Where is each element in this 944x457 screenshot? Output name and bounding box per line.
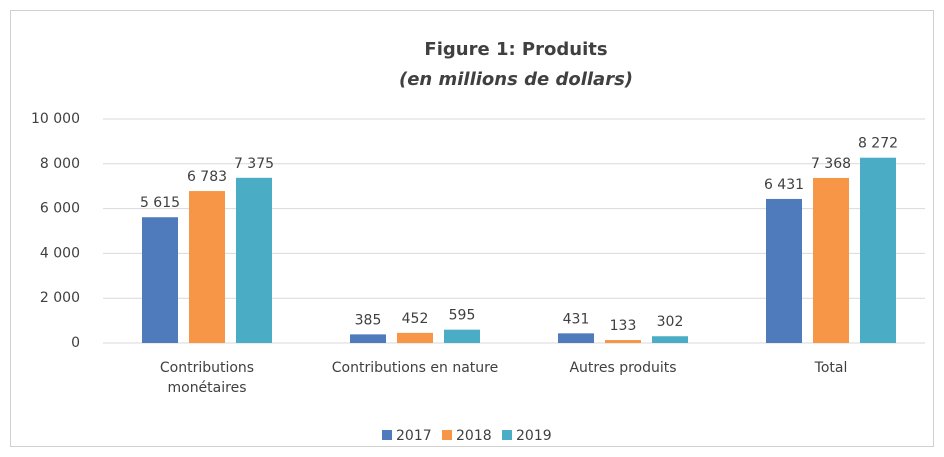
x-tick-label: Total bbox=[814, 360, 848, 376]
data-label: 7 375 bbox=[234, 156, 274, 172]
data-label: 133 bbox=[610, 318, 637, 334]
x-tick-label: Contributions monétaires bbox=[159, 360, 255, 396]
data-label: 302 bbox=[657, 314, 684, 330]
y-tick-label: 2 000 bbox=[40, 290, 80, 306]
bar bbox=[142, 217, 178, 343]
legend-label: 2018 bbox=[456, 428, 492, 444]
legend-swatch bbox=[502, 430, 512, 440]
data-label: 595 bbox=[449, 308, 476, 324]
data-label: 8 272 bbox=[858, 136, 898, 152]
data-label: 6 431 bbox=[764, 177, 804, 193]
bar bbox=[605, 340, 641, 343]
y-tick-label: 10 000 bbox=[31, 111, 80, 127]
legend-swatch bbox=[382, 430, 392, 440]
legend-label: 2017 bbox=[396, 428, 432, 444]
y-tick-label: 8 000 bbox=[40, 156, 80, 172]
y-tick-label: 4 000 bbox=[40, 245, 80, 261]
data-label: 6 783 bbox=[187, 169, 227, 185]
bar bbox=[813, 177, 849, 343]
bar bbox=[397, 332, 433, 343]
x-tick-label: Contributions en nature bbox=[331, 360, 499, 376]
data-label: 452 bbox=[402, 311, 429, 327]
bar bbox=[189, 191, 225, 343]
legend-label: 2019 bbox=[516, 428, 552, 444]
data-label: 7 368 bbox=[811, 156, 851, 172]
bar bbox=[236, 177, 272, 343]
x-tick-label: Autres produits bbox=[569, 360, 677, 376]
chart-subtitle: (en millions de dollars) bbox=[399, 69, 633, 90]
bar bbox=[350, 334, 386, 343]
chart-title: Figure 1: Produits bbox=[424, 39, 607, 60]
bar bbox=[860, 157, 896, 343]
data-label: 385 bbox=[355, 312, 382, 328]
bar bbox=[444, 329, 480, 343]
y-tick-label: 0 bbox=[71, 335, 80, 351]
legend-swatch bbox=[442, 430, 452, 440]
bar bbox=[766, 198, 802, 343]
bar bbox=[652, 336, 688, 343]
data-label: 431 bbox=[563, 311, 590, 327]
data-label: 5 615 bbox=[140, 195, 180, 211]
y-tick-label: 6 000 bbox=[40, 201, 80, 217]
bar bbox=[558, 333, 594, 343]
